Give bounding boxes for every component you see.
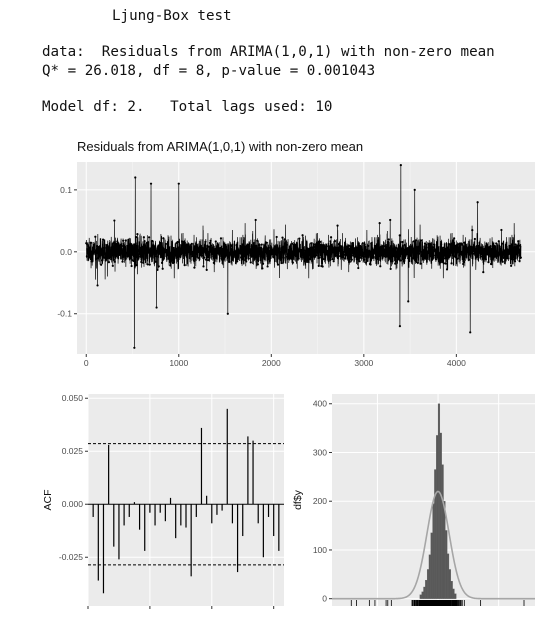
hist-bar <box>423 586 426 599</box>
ts-x-tick-label: 2000 <box>262 358 281 368</box>
residual-line <box>85 165 522 348</box>
ts-x-tick-label: 3000 <box>354 358 373 368</box>
acf-plot-panel <box>88 394 284 606</box>
hist-bar <box>441 464 444 599</box>
hist-y-tick-label: 400 <box>313 399 327 409</box>
ts-y-tick-label: -0.1 <box>57 309 72 319</box>
hist-bar <box>439 432 442 599</box>
ts-x-tick-label: 1000 <box>169 358 188 368</box>
hist-bar <box>448 569 451 599</box>
acf-y-tick-label: 0.025 <box>62 446 84 456</box>
acf-y-tick-label: -0.025 <box>59 552 83 562</box>
acf-y-tick-label: 0.050 <box>62 393 84 403</box>
hist-bar <box>432 503 435 599</box>
hist-bar <box>428 554 431 599</box>
hist-normal-curve <box>332 490 535 600</box>
hist-bar <box>454 593 457 599</box>
hist-bar <box>452 588 455 599</box>
ts-x-tick-label: 4000 <box>447 358 466 368</box>
hist-bar <box>425 580 428 599</box>
hist-bar <box>437 403 441 599</box>
statistic-line: Q* = 26.018, df = 8, p-value = 0.001043 <box>42 63 376 79</box>
hist-y-tick-label: 200 <box>313 496 327 506</box>
hist-bar <box>446 553 450 599</box>
hist-bar <box>426 569 430 599</box>
residuals-plot-title: Residuals from ARIMA(1,0,1) with non-zer… <box>77 139 363 154</box>
histogram-y-axis-label: df$y <box>292 489 304 510</box>
hist-bar <box>419 594 422 599</box>
hist-bar <box>450 580 453 599</box>
hist-y-tick-label: 0 <box>322 594 327 604</box>
acf-y-axis-label: ACF <box>42 490 54 511</box>
hist-bar <box>421 591 424 599</box>
model-line: Model df: 2. Total lags used: 10 <box>42 99 333 115</box>
ts-x-tick-label: 0 <box>84 358 89 368</box>
hist-bar <box>434 469 437 599</box>
data-line: data: Residuals from ARIMA(1,0,1) with n… <box>42 44 495 60</box>
hist-bar <box>445 530 448 599</box>
hist-y-tick-label: 100 <box>313 545 327 555</box>
ts-y-tick-label: 0.0 <box>60 247 72 257</box>
hist-bar <box>443 501 446 599</box>
hist-y-tick-label: 300 <box>313 447 327 457</box>
acf-y-tick-label: 0.000 <box>62 499 84 509</box>
test-heading: Ljung-Box test <box>112 8 232 24</box>
hist-bar <box>430 532 433 599</box>
hist-bar <box>436 435 439 599</box>
ts-y-tick-label: 0.1 <box>60 185 72 195</box>
